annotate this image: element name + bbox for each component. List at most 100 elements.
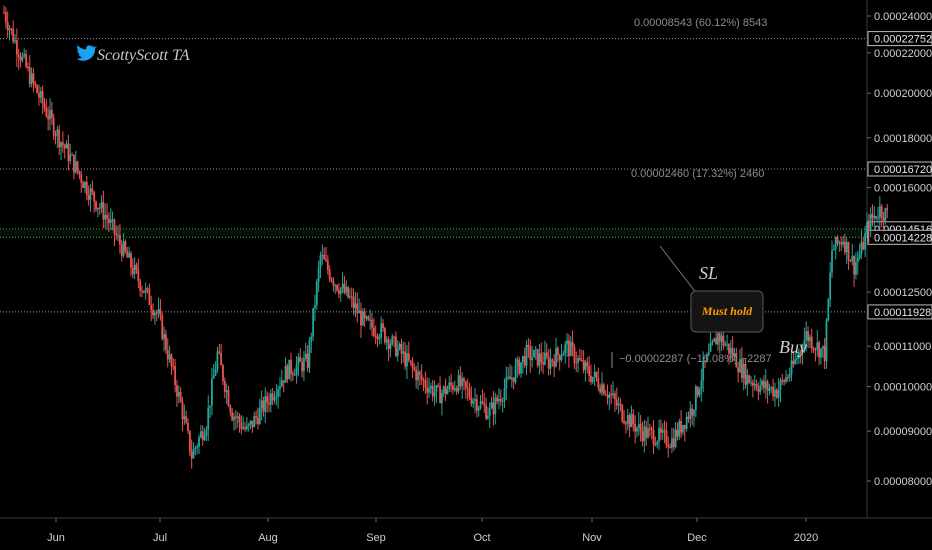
candle-body (880, 206, 883, 218)
candle-body (722, 335, 725, 346)
candle-body (183, 416, 186, 420)
candle-body (514, 365, 517, 383)
candle-body (242, 427, 245, 429)
candle-body (463, 378, 465, 382)
candle-body (387, 339, 390, 349)
candle-body (27, 66, 29, 68)
candle-body (349, 296, 351, 298)
level-label-box (867, 161, 932, 177)
candle-body (222, 365, 224, 381)
candle-body (777, 389, 780, 398)
candle-body (882, 217, 885, 221)
candle-body (829, 272, 832, 300)
candle-body (748, 375, 751, 383)
candle-body (814, 349, 817, 351)
candle-body (339, 288, 342, 295)
candle-body (612, 393, 614, 396)
candle-body (464, 381, 467, 388)
time-axis-ticks: Jun Jul Aug Sep Oct Nov Dec 2020 (47, 518, 818, 544)
candle-body (109, 219, 112, 224)
candle-body (455, 388, 458, 392)
candle-body (582, 360, 585, 370)
candle-body (203, 435, 206, 440)
candle-body (304, 353, 307, 359)
candle-body (260, 400, 263, 409)
candle-body (459, 375, 462, 387)
candle-body (512, 377, 515, 383)
candle-body (637, 424, 640, 428)
candle-body (593, 372, 596, 377)
candle-body (812, 348, 815, 350)
candle-body (853, 256, 855, 275)
candle-body (562, 353, 565, 356)
candle-body (700, 380, 703, 390)
candle-body (100, 201, 103, 208)
candle-body (314, 305, 316, 309)
candle-body (391, 336, 394, 345)
candle-body (836, 236, 839, 244)
candle-body (332, 280, 335, 286)
candle-body (797, 351, 800, 358)
candle-body (720, 335, 723, 342)
candle-body (264, 396, 267, 412)
candle-body (818, 342, 821, 358)
candle-body (796, 357, 798, 360)
candle-body (95, 201, 97, 210)
candle-body (860, 242, 863, 254)
candle-body (407, 353, 410, 361)
candle-body (234, 416, 237, 419)
price-tick-label: 0.00012500 (874, 287, 932, 299)
candle-body (286, 365, 289, 380)
twitter-watermark: ScottyScott TA (76, 45, 190, 64)
candle-body (428, 388, 430, 393)
candle-body (58, 129, 61, 148)
candle-body (448, 382, 451, 389)
candle-body (521, 355, 524, 363)
candle-body (80, 174, 83, 183)
candle-body (73, 154, 75, 173)
candle-body (809, 336, 811, 342)
candle-body (472, 400, 475, 404)
candle-body (102, 201, 105, 220)
candle-body (91, 188, 94, 192)
candle-body (417, 371, 419, 381)
candle-body (74, 161, 77, 173)
candle-body (446, 388, 449, 395)
candle-body (98, 207, 101, 209)
candle-body (148, 288, 151, 305)
candle-body (820, 348, 822, 358)
candle-body (142, 290, 145, 293)
candle-body (856, 258, 859, 263)
candle-body (84, 181, 86, 188)
candle-body (647, 428, 649, 438)
candle-body (328, 269, 331, 280)
time-tick-label: Jul (153, 532, 167, 544)
candle-body (61, 142, 64, 146)
candle-body (761, 380, 763, 386)
candle-body (284, 365, 287, 383)
candle-body (652, 430, 655, 445)
candle-body (851, 256, 854, 262)
candle-body (558, 354, 561, 361)
candle-body (875, 215, 878, 219)
candle-body (742, 364, 745, 379)
time-tick-label: Aug (258, 532, 278, 544)
candle-body (556, 347, 559, 355)
candle-body (571, 341, 574, 347)
candle-body (643, 426, 646, 442)
candle-body (220, 352, 223, 366)
candle-body (759, 385, 762, 392)
candle-body (527, 344, 530, 347)
candle-body (277, 388, 280, 397)
candle-body (821, 346, 824, 349)
callout-box (690, 290, 764, 333)
candle-body (28, 66, 31, 85)
candle-body (187, 422, 189, 431)
candle-body (569, 341, 572, 357)
candle-body (133, 264, 136, 275)
candle-body (10, 28, 13, 30)
candle-body (474, 399, 476, 401)
candle-body (279, 386, 281, 389)
